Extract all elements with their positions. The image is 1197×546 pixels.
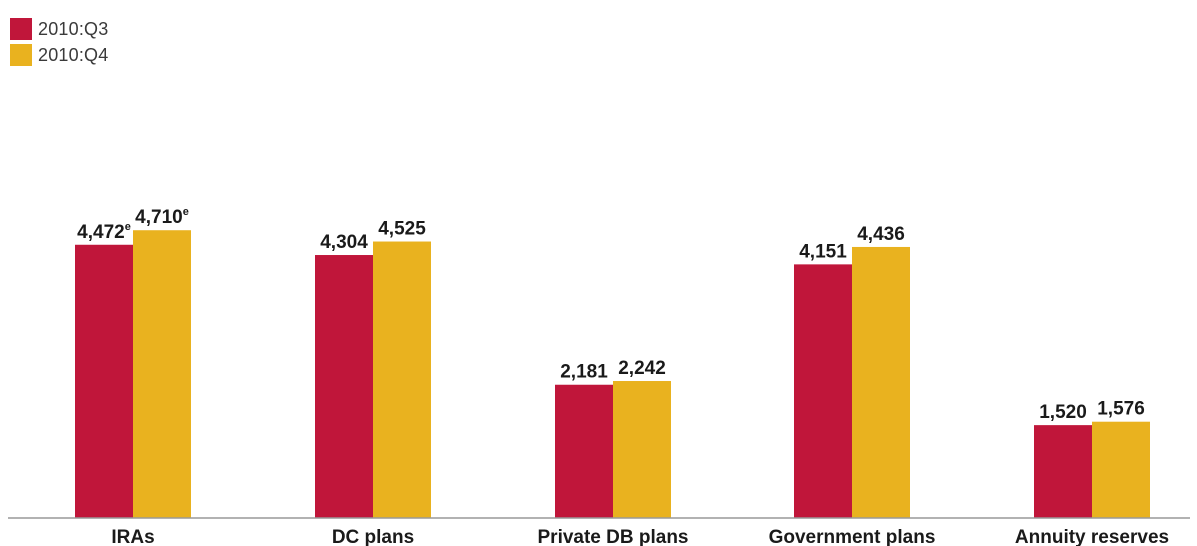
bar-value-label: 1,576 [1097, 399, 1145, 420]
bar-value-label: 4,472e [77, 221, 131, 243]
category-label: IRAs [111, 527, 154, 546]
category-label: Private DB plans [538, 527, 689, 546]
legend-label-q3: 2010:Q3 [38, 18, 109, 39]
bar-q4-3 [852, 246, 910, 519]
bar-q4-4 [1092, 421, 1150, 518]
bar-value-label: 4,151 [799, 241, 847, 262]
bar-q4-2 [613, 381, 671, 518]
bar-q4-0 [133, 230, 191, 518]
bar-value-label: 4,710e [135, 206, 189, 228]
bar-value-label: 4,436 [857, 224, 905, 245]
bar-value-label: 4,304 [320, 232, 368, 253]
legend-swatch-q3 [10, 18, 32, 40]
bar-value-label: 4,525 [378, 219, 426, 240]
bar-q3-2 [555, 384, 613, 518]
bar-q3-4 [1034, 425, 1092, 518]
legend: 2010:Q3 2010:Q4 [10, 16, 108, 68]
bar-value-label: 2,181 [560, 362, 608, 383]
bar-q4-1 [373, 241, 431, 518]
legend-label-q4: 2010:Q4 [38, 44, 109, 65]
bar-value-label: 2,242 [618, 358, 666, 379]
category-label: Government plans [769, 527, 936, 546]
legend-item-q4: 2010:Q4 [10, 42, 108, 68]
category-label: DC plans [332, 527, 414, 546]
category-label: Annuity reserves [1015, 527, 1169, 546]
bar-q3-0 [75, 244, 133, 518]
bar-q3-3 [794, 264, 852, 518]
legend-item-q3: 2010:Q3 [10, 16, 108, 42]
bar-q3-1 [315, 255, 373, 518]
legend-swatch-q4 [10, 44, 32, 66]
bar-value-label: 1,520 [1039, 402, 1087, 423]
